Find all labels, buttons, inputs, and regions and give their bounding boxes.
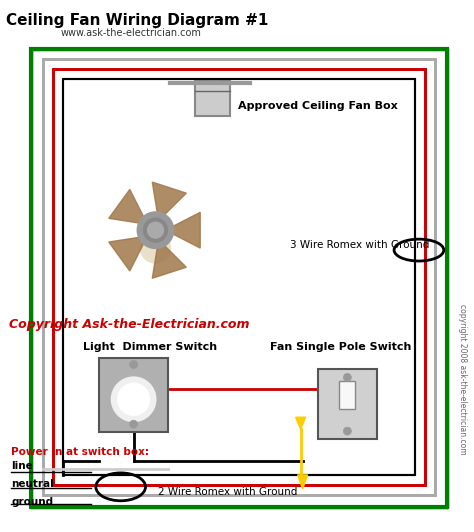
Text: ground: ground: [11, 497, 54, 507]
Text: Ceiling Fan Wiring Diagram #1: Ceiling Fan Wiring Diagram #1: [6, 13, 269, 28]
Polygon shape: [152, 239, 186, 278]
Bar: [195, 81, 230, 116]
Text: Approved Ceiling Fan Box: Approved Ceiling Fan Box: [238, 101, 398, 111]
Circle shape: [343, 427, 351, 435]
Text: 3 Wire Romex with Ground: 3 Wire Romex with Ground: [290, 240, 429, 250]
Text: Fan Single Pole Switch: Fan Single Pole Switch: [270, 342, 411, 352]
Polygon shape: [298, 475, 308, 489]
Circle shape: [129, 420, 137, 428]
Text: copyright 2008 ask-the-electrician.com: copyright 2008 ask-the-electrician.com: [457, 304, 466, 455]
Circle shape: [118, 384, 149, 415]
Polygon shape: [296, 417, 306, 429]
Bar: [43, 59, 435, 495]
Circle shape: [137, 212, 173, 248]
Bar: [53, 69, 425, 485]
Polygon shape: [165, 212, 200, 248]
Circle shape: [147, 222, 164, 238]
Text: line: line: [11, 461, 33, 471]
Circle shape: [144, 218, 167, 242]
Text: Light  Dimmer Switch: Light Dimmer Switch: [83, 342, 217, 352]
Text: neutral: neutral: [11, 479, 54, 489]
Circle shape: [112, 377, 155, 421]
Polygon shape: [152, 182, 186, 221]
Polygon shape: [109, 236, 147, 271]
Circle shape: [129, 361, 137, 369]
Bar: [31, 49, 447, 507]
Text: 2 Wire Romex with Ground: 2 Wire Romex with Ground: [158, 487, 298, 497]
Bar: [339, 381, 356, 409]
Bar: [63, 79, 415, 475]
Circle shape: [343, 373, 351, 381]
Text: www.ask-the-electrician.com: www.ask-the-electrician.com: [61, 28, 202, 38]
Circle shape: [141, 233, 170, 263]
Bar: [318, 369, 377, 439]
Text: Power in at switch box:: Power in at switch box:: [11, 447, 149, 457]
Text: Copyright Ask-the-Electrician.com: Copyright Ask-the-Electrician.com: [9, 318, 250, 331]
Polygon shape: [109, 189, 147, 225]
Bar: [99, 358, 168, 432]
